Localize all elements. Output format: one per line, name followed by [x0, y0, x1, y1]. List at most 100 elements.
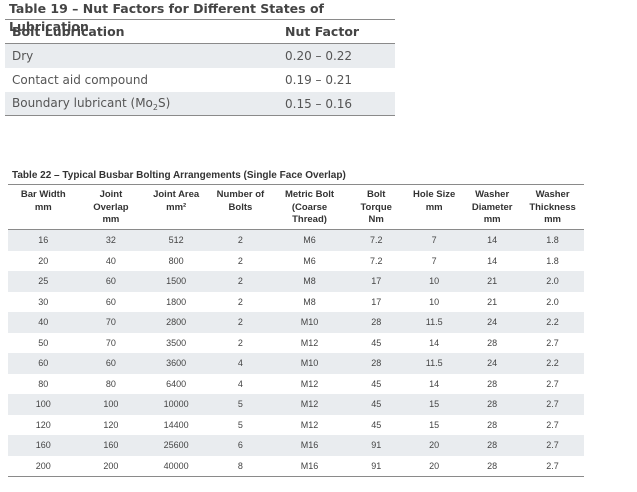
joint-area-cell: 3500 [166, 337, 187, 348]
number-of-bolts-cell: 4 [237, 358, 243, 369]
table-row: 60 60 3600 4 M10 28 11.5 24 2.2 [8, 353, 584, 374]
nut-factor-cell: 0.15 – 0.16 [285, 96, 353, 111]
header-bar-width: Bar Width mm [20, 189, 66, 213]
bolt-torque-cell: 45 [371, 378, 382, 389]
header-washer-diameter: Washer Diameter mm [471, 189, 513, 225]
washer-thickness-cell: 2.7 [546, 460, 559, 471]
table-row: 80 80 6400 4 M12 45 14 28 2.7 [8, 374, 584, 395]
bolt-torque-cell: 17 [371, 296, 382, 307]
table-19-title: Table 19 – Nut Factors for Different Sta… [5, 0, 395, 34]
bar-width-cell: 40 [38, 317, 49, 328]
bar-width-cell: 30 [38, 296, 49, 307]
washer-diameter-cell: 14 [487, 235, 498, 246]
table-row: Dry 0.20 – 0.22 [5, 44, 395, 68]
table-row: 50 70 3500 2 M12 45 14 28 2.7 [8, 333, 584, 354]
number-of-bolts-cell: 2 [237, 337, 243, 348]
bolt-torque-cell: 91 [371, 460, 382, 471]
washer-thickness-cell: 1.8 [546, 255, 559, 266]
metric-bolt-cell: M12 [300, 378, 319, 389]
bolt-torque-cell: 28 [371, 317, 382, 328]
washer-thickness-cell: 2.7 [546, 378, 559, 389]
joint-area-cell: 1800 [166, 296, 187, 307]
washer-diameter-cell: 28 [487, 337, 498, 348]
hole-size-cell: 14 [429, 337, 440, 348]
joint-area-cell: 1500 [166, 276, 187, 287]
number-of-bolts-cell: 5 [237, 399, 243, 410]
washer-diameter-cell: 28 [487, 460, 498, 471]
header-joint-overlap: Joint Overlap mm [93, 189, 129, 225]
washer-thickness-cell: 2.7 [546, 419, 559, 430]
hole-size-cell: 15 [429, 399, 440, 410]
table-22-body: 16 32 512 2 M6 7.2 7 14 1.8 20 40 800 2 M6 7.2 7 14 1.8 25… [8, 230, 584, 477]
washer-thickness-cell: 2.7 [546, 337, 559, 348]
metric-bolt-cell: M12 [300, 419, 319, 430]
washer-diameter-cell: 21 [487, 296, 498, 307]
lubrication-cell: Boundary lubricant (Mo2S) [5, 96, 285, 112]
bar-width-cell: 200 [35, 460, 51, 471]
hole-size-cell: 10 [429, 296, 440, 307]
table-row: 160 160 25600 6 M16 91 20 28 2.7 [8, 435, 584, 456]
washer-thickness-cell: 2.7 [546, 399, 559, 410]
joint-overlap-cell: 120 [103, 419, 119, 430]
number-of-bolts-cell: 2 [237, 235, 243, 246]
bar-width-cell: 80 [38, 378, 49, 389]
joint-area-cell: 14400 [163, 419, 189, 430]
subscript: 2 [152, 102, 158, 112]
joint-overlap-cell: 60 [105, 358, 116, 369]
joint-overlap-cell: 60 [105, 276, 116, 287]
header-bolt-torque: Bolt Torque Nm [360, 189, 392, 225]
header-metric-bolt: Metric Bolt (Coarse Thread) [284, 189, 335, 225]
metric-bolt-cell: M8 [303, 296, 316, 307]
bar-width-cell: 25 [38, 276, 49, 287]
washer-thickness-cell: 2.2 [546, 317, 559, 328]
bar-width-cell: 60 [38, 358, 49, 369]
table-row: 30 60 1800 2 M8 17 10 21 2.0 [8, 292, 584, 313]
bolt-torque-cell: 7.2 [369, 255, 383, 266]
hole-size-cell: 11.5 [425, 317, 443, 328]
joint-area-cell: 512 [168, 235, 184, 246]
nut-factor-cell: 0.19 – 0.21 [285, 73, 353, 87]
washer-diameter-cell: 28 [487, 419, 498, 430]
metric-bolt-cell: M12 [300, 337, 319, 348]
joint-area-cell: 6400 [166, 378, 187, 389]
lubrication-cell: Dry [12, 49, 34, 63]
washer-diameter-cell: 24 [487, 317, 498, 328]
hole-size-cell: 7 [431, 235, 437, 246]
joint-area-cell: 25600 [163, 440, 189, 451]
washer-thickness-cell: 1.8 [546, 235, 559, 246]
number-of-bolts-cell: 8 [237, 460, 243, 471]
number-of-bolts-cell: 6 [237, 440, 243, 451]
washer-diameter-cell: 28 [487, 399, 498, 410]
number-of-bolts-cell: 2 [237, 317, 243, 328]
hole-size-cell: 7 [431, 255, 437, 266]
table-row: 16 32 512 2 M6 7.2 7 14 1.8 [8, 230, 584, 251]
washer-diameter-cell: 14 [487, 255, 498, 266]
number-of-bolts-cell: 4 [237, 378, 243, 389]
bolt-torque-cell: 45 [371, 337, 382, 348]
hole-size-cell: 20 [429, 440, 440, 451]
metric-bolt-cell: M6 [303, 255, 316, 266]
hole-size-cell: 10 [429, 276, 440, 287]
table-22-header-row: Bar Width mm Joint Overlap mm Joint Area m… [8, 185, 584, 230]
joint-area-cell: 3600 [166, 358, 187, 369]
number-of-bolts-cell: 5 [237, 419, 243, 430]
table-row: 40 70 2800 2 M10 28 11.5 24 2.2 [8, 312, 584, 333]
bar-width-cell: 100 [35, 399, 51, 410]
joint-area-cell: 2800 [166, 317, 187, 328]
header-joint-area: Joint Area mm² [153, 189, 200, 213]
metric-bolt-cell: M6 [303, 235, 316, 246]
bolt-torque-cell: 28 [371, 358, 382, 369]
number-of-bolts-cell: 2 [237, 276, 243, 287]
hole-size-cell: 15 [429, 419, 440, 430]
joint-area-cell: 40000 [163, 460, 189, 471]
lubrication-cell: Contact aid compound [12, 73, 149, 87]
table-row: Boundary lubricant (Mo2S) 0.15 – 0.16 [5, 92, 395, 116]
bar-width-cell: 20 [38, 255, 49, 266]
table-row: 100 100 10000 5 M12 45 15 28 2.7 [8, 394, 584, 415]
washer-diameter-cell: 28 [487, 440, 498, 451]
bolt-torque-cell: 7.2 [369, 235, 383, 246]
metric-bolt-cell: M12 [300, 399, 319, 410]
metric-bolt-cell: M16 [300, 440, 319, 451]
joint-overlap-cell: 32 [105, 235, 116, 246]
hole-size-cell: 20 [429, 460, 440, 471]
